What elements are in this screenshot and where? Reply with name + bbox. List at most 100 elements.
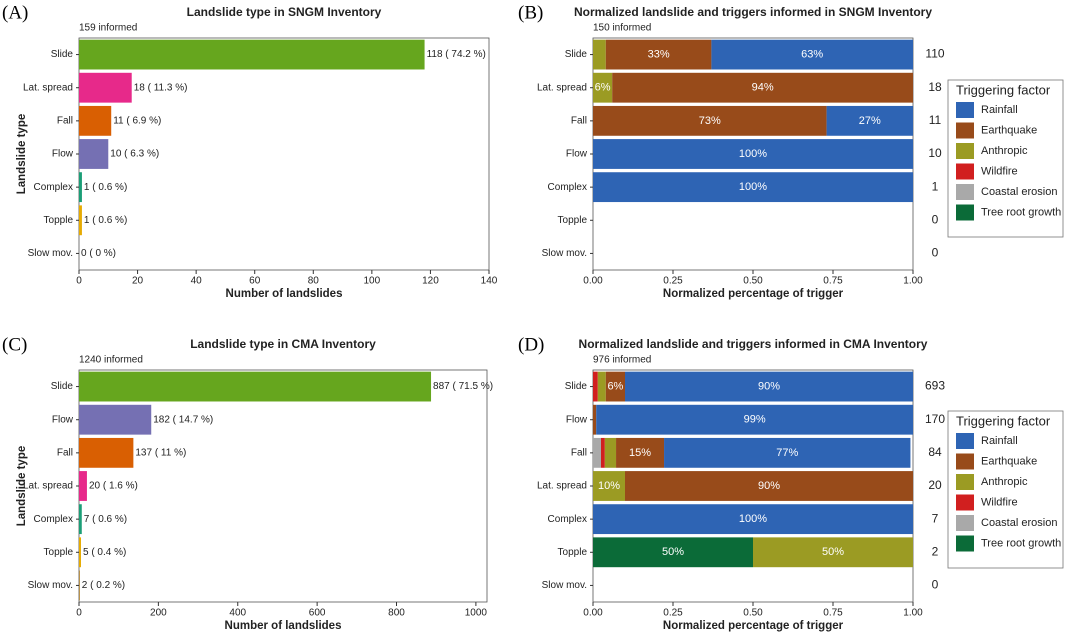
- bar-segment: [597, 371, 606, 402]
- y-tick-label: Slide: [51, 49, 74, 60]
- subtitle: 150 informed: [593, 23, 651, 34]
- total-label: 20: [928, 478, 942, 492]
- y-tick-label: Topple: [44, 547, 74, 558]
- segment-label: 90%: [758, 480, 780, 492]
- legend-label: Rainfall: [981, 104, 1018, 116]
- total-label: 18: [928, 80, 942, 94]
- x-tick-label: 0: [76, 608, 82, 619]
- value-label: 0 ( 0 %): [81, 248, 116, 259]
- value-label: 10 ( 6.3 %): [110, 149, 159, 160]
- y-tick-label: Fall: [57, 447, 73, 458]
- total-label: 0: [932, 578, 939, 592]
- bar: [79, 404, 152, 435]
- total-label: 693: [925, 379, 945, 393]
- bar: [79, 72, 132, 103]
- value-label: 1 ( 0.6 %): [84, 182, 127, 193]
- bar-segment: [593, 72, 613, 103]
- bar: [79, 537, 81, 568]
- y-tick-label: Complex: [548, 514, 587, 525]
- total-label: 110: [925, 47, 944, 61]
- legend-swatch: [956, 163, 974, 180]
- segment-label: 100%: [739, 148, 767, 160]
- legend-swatch: [956, 143, 974, 159]
- x-tick-label: 0.50: [743, 276, 763, 287]
- subtitle: 976 informed: [593, 355, 651, 366]
- value-label: 7 ( 0.6 %): [84, 514, 127, 525]
- legend-swatch: [956, 494, 974, 511]
- segment-label: 94%: [752, 82, 774, 94]
- x-axis-title: Number of landslides: [226, 288, 343, 300]
- y-tick-label: Topple: [558, 215, 588, 226]
- bar-segment: [593, 39, 606, 70]
- legend-swatch: [956, 122, 974, 139]
- x-tick-label: 200: [150, 608, 167, 619]
- bar-segment: [593, 537, 753, 568]
- x-tick-label: 0.25: [663, 276, 683, 287]
- legend-label: Coastal erosion: [981, 186, 1057, 198]
- x-tick-label: 1.00: [903, 276, 923, 287]
- bar: [79, 105, 112, 136]
- segment-label: 63%: [801, 48, 823, 60]
- legend-title: Triggering factor: [956, 413, 1051, 428]
- segment-label: 50%: [662, 546, 684, 558]
- y-tick-label: Slide: [565, 49, 588, 60]
- x-tick-label: 1.00: [903, 608, 923, 619]
- segment-label: 6%: [595, 82, 611, 94]
- panel-label: (A): [2, 2, 28, 23]
- value-label: 1 ( 0.6 %): [84, 215, 127, 226]
- bar: [79, 570, 80, 601]
- y-tick-label: Slow mov.: [28, 248, 73, 259]
- y-tick-label: Flow: [52, 414, 74, 425]
- panel-label: (D): [518, 334, 544, 355]
- bar-segment: [593, 504, 913, 535]
- bar: [79, 205, 82, 236]
- bar-segment: [593, 437, 601, 468]
- y-tick-label: Topple: [558, 547, 588, 558]
- bar-segment: [593, 105, 827, 136]
- y-tick-label: Complex: [548, 182, 587, 193]
- bar: [79, 139, 109, 169]
- legend-swatch: [956, 433, 974, 449]
- chart-title: Normalized landslide and triggers inform…: [574, 5, 932, 19]
- y-tick-label: Fall: [571, 115, 587, 126]
- segment-label: 77%: [776, 447, 798, 459]
- value-label: 182 ( 14.7 %): [153, 414, 213, 425]
- legend-swatch: [956, 474, 974, 490]
- segment-label: 99%: [744, 414, 766, 426]
- value-label: 887 ( 71.5 %): [433, 381, 493, 392]
- legend-swatch: [956, 204, 974, 221]
- total-label: 11: [929, 113, 942, 127]
- bar-segment: [826, 105, 913, 136]
- legend-label: Wildfire: [981, 165, 1018, 177]
- x-tick-label: 0.00: [583, 276, 603, 287]
- chart-title: Normalized landslide and triggers inform…: [579, 337, 928, 351]
- bar-segment: [625, 371, 913, 402]
- y-axis-title: Landslide type: [16, 114, 28, 195]
- segment-label: 73%: [699, 115, 721, 127]
- bar: [79, 371, 432, 402]
- y-tick-label: Flow: [566, 414, 588, 425]
- x-tick-label: 800: [388, 608, 405, 619]
- segment-label: 100%: [739, 513, 767, 525]
- legend-swatch: [956, 184, 974, 200]
- value-label: 11 ( 6.9 %): [113, 115, 161, 126]
- total-label: 2: [932, 544, 939, 558]
- segment-label: 50%: [822, 546, 844, 558]
- panel-label: (B): [518, 2, 543, 23]
- segment-label: 90%: [758, 380, 780, 392]
- bar: [79, 39, 425, 70]
- y-tick-label: Fall: [57, 115, 73, 126]
- legend-swatch: [956, 453, 974, 470]
- x-tick-label: 120: [422, 276, 439, 287]
- y-axis-title: Landslide type: [16, 446, 28, 527]
- legend-swatch: [956, 102, 974, 118]
- legend-label: Earthquake: [981, 455, 1037, 467]
- bar: [79, 471, 87, 501]
- legend-label: Coastal erosion: [981, 517, 1057, 529]
- x-axis-title: Normalized percentage of trigger: [663, 288, 844, 300]
- y-tick-label: Slide: [565, 381, 588, 392]
- y-tick-label: Fall: [571, 447, 587, 458]
- segment-label: 6%: [607, 380, 623, 392]
- legend-swatch: [956, 535, 974, 552]
- y-tick-label: Slow mov.: [542, 580, 587, 591]
